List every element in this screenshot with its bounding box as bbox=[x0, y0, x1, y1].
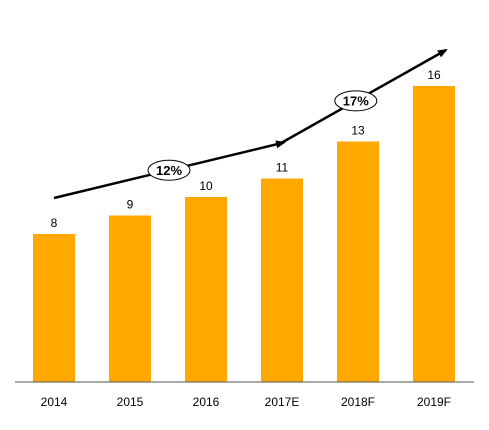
bars-layer bbox=[33, 86, 455, 382]
bar-2015 bbox=[109, 215, 151, 382]
data-label-2015: 9 bbox=[127, 198, 134, 212]
x-tick-label-2018f: 2018F bbox=[341, 395, 375, 409]
bar-2018f bbox=[337, 141, 379, 382]
x-tick-label-2015: 2015 bbox=[117, 395, 144, 409]
x-tick-label-2016: 2016 bbox=[193, 395, 220, 409]
data-label-2016: 10 bbox=[199, 179, 213, 193]
growth-badge-2 bbox=[334, 90, 378, 112]
growth-rate-label-2: 17% bbox=[343, 93, 369, 108]
data-label-2019f: 16 bbox=[427, 68, 441, 82]
data-label-2014: 8 bbox=[51, 216, 58, 230]
x-tick-label-2014: 2014 bbox=[41, 395, 68, 409]
data-labels-layer: 8 9 10 11 13 16 bbox=[51, 68, 441, 230]
growth-annotations-layer: 12% 17% bbox=[53, 48, 448, 200]
data-label-2017e: 11 bbox=[276, 161, 289, 175]
bar-2019f bbox=[413, 86, 455, 382]
bar-2016 bbox=[185, 197, 227, 382]
growth-rate-label-1: 12% bbox=[156, 163, 182, 178]
bar-2017e bbox=[261, 178, 303, 382]
data-label-2018f: 13 bbox=[351, 124, 365, 138]
x-tick-label-2017e: 2017E bbox=[265, 395, 300, 409]
growth-badge-1 bbox=[147, 159, 191, 181]
bar-2014 bbox=[33, 234, 75, 382]
x-axis-ticks-layer: 2014 2015 2016 2017E 2018F 2019F bbox=[41, 395, 451, 409]
x-tick-label-2019f: 2019F bbox=[417, 395, 451, 409]
